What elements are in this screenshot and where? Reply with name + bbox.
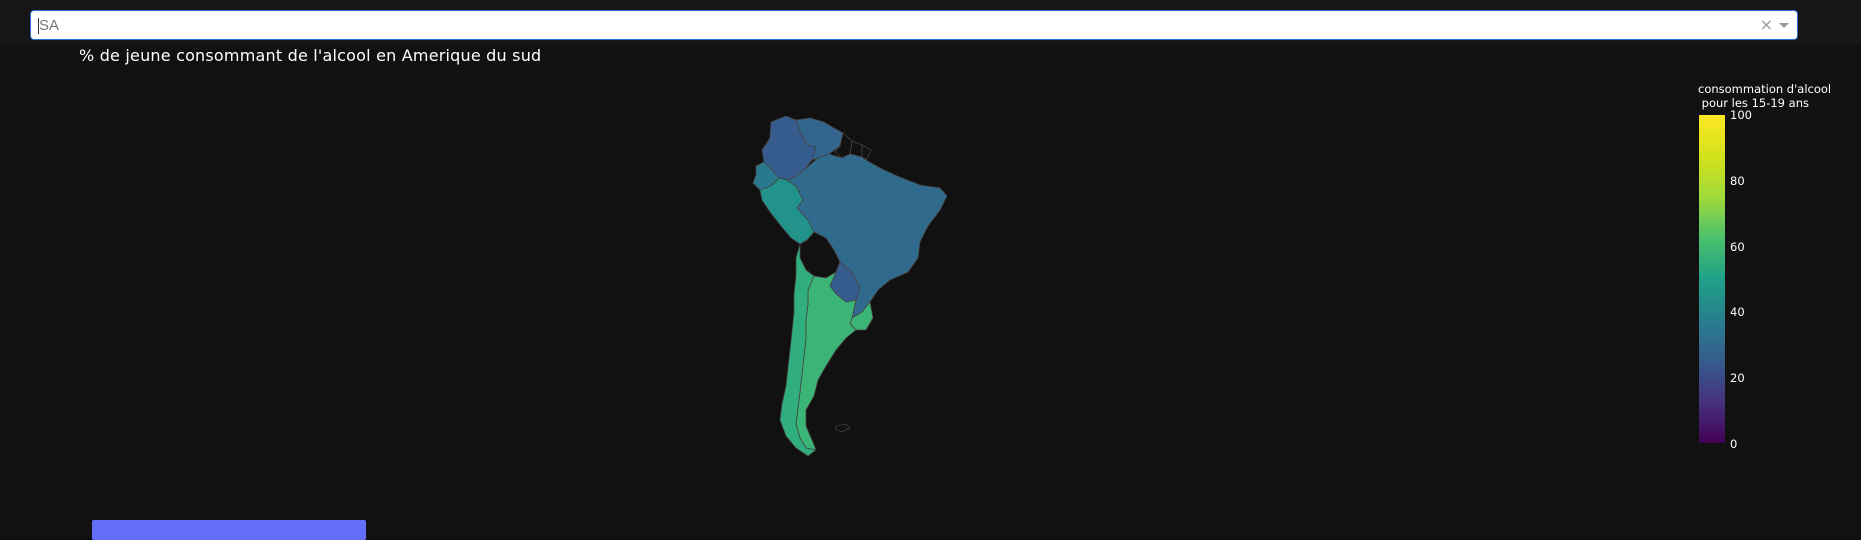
colorbar xyxy=(1699,115,1725,443)
region-falkland-islands[interactable] xyxy=(835,423,851,433)
region-chile[interactable] xyxy=(779,243,817,457)
map-title: % de jeune consommant de l'alcool en Ame… xyxy=(79,46,542,65)
colorbar-tick-100: 100 xyxy=(1730,108,1752,122)
colorbar-tick-0: 0 xyxy=(1730,437,1738,451)
clear-icon[interactable]: × xyxy=(1759,15,1773,34)
bottom-button[interactable] xyxy=(92,520,366,540)
colorbar-title: consommation d'alcool pour les 15-19 ans xyxy=(1698,82,1832,110)
region-brazil[interactable] xyxy=(786,153,948,319)
colorbar-tick-20: 20 xyxy=(1730,371,1745,385)
chevron-down-icon[interactable] xyxy=(1779,23,1789,28)
colorbar-tick-80: 80 xyxy=(1730,174,1745,188)
colorbar-tick-60: 60 xyxy=(1730,240,1745,254)
south-america-map[interactable] xyxy=(0,50,1861,510)
region-dropdown[interactable]: SA × xyxy=(30,10,1798,40)
dropdown-selected-value[interactable]: SA xyxy=(37,17,60,34)
colorbar-tick-40: 40 xyxy=(1730,305,1745,319)
